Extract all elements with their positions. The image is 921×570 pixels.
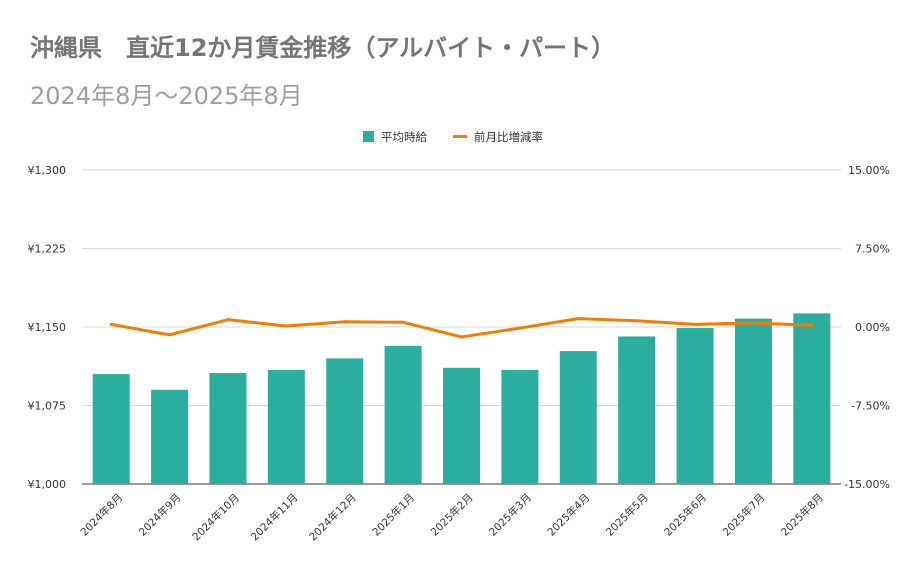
bar bbox=[734, 318, 772, 484]
line-point bbox=[693, 322, 697, 326]
line-point bbox=[518, 326, 522, 330]
legend-swatch-bar bbox=[363, 131, 374, 142]
bar bbox=[618, 336, 656, 484]
x-tick-label: 2025年6月 bbox=[661, 491, 709, 539]
line-point bbox=[343, 320, 347, 324]
x-tick-label: 2024年11月 bbox=[248, 491, 300, 543]
bar bbox=[443, 367, 480, 484]
line-point bbox=[460, 335, 463, 339]
x-tick-label: 2024年12月 bbox=[306, 491, 358, 543]
line-point bbox=[168, 333, 172, 337]
line-point bbox=[226, 318, 230, 322]
line-point bbox=[576, 317, 580, 321]
y-right-tick-label: 0.00% bbox=[855, 321, 890, 334]
chart-title: 沖縄県 直近12か月賃金推移（アルバイト・パート） bbox=[30, 34, 616, 62]
y-left-tick-label: ¥1,225 bbox=[28, 243, 67, 256]
bar bbox=[501, 369, 539, 484]
x-tick-label: 2025年8月 bbox=[778, 491, 826, 539]
x-tick-label: 2025年2月 bbox=[428, 491, 476, 539]
bar bbox=[151, 389, 189, 484]
y-right-tick-label: 7.50% bbox=[855, 243, 890, 256]
x-tick-label: 2025年7月 bbox=[720, 491, 768, 539]
x-tick-label: 2024年8月 bbox=[78, 491, 126, 539]
line-point bbox=[284, 324, 288, 328]
line-point bbox=[751, 321, 755, 325]
bar bbox=[559, 351, 597, 484]
y-left-tick-label: ¥1,075 bbox=[28, 400, 67, 413]
x-tick-label: 2025年1月 bbox=[370, 491, 418, 539]
bar bbox=[793, 313, 831, 484]
y-right-tick-label: -15.00% bbox=[844, 478, 890, 491]
y-left-tick-label: ¥1,000 bbox=[28, 478, 67, 491]
line-point bbox=[810, 323, 814, 327]
line-point bbox=[109, 322, 113, 326]
bar bbox=[384, 345, 422, 484]
x-tick-label: 2024年9月 bbox=[136, 491, 184, 539]
bar bbox=[326, 358, 364, 484]
legend-label: 前月比増減率 bbox=[474, 130, 543, 144]
line-point bbox=[635, 319, 639, 323]
x-tick-label: 2024年10月 bbox=[190, 491, 242, 543]
y-right-tick-label: -7.50% bbox=[851, 400, 890, 413]
bar bbox=[92, 374, 130, 484]
y-right-tick-label: 15.00% bbox=[848, 164, 890, 177]
legend-label: 平均時給 bbox=[381, 130, 427, 144]
y-left-tick-label: ¥1,300 bbox=[28, 164, 67, 177]
x-tick-label: 2025年4月 bbox=[545, 491, 593, 539]
bar bbox=[267, 369, 305, 484]
chart-subtitle: 2024年8月～2025年8月 bbox=[30, 82, 303, 110]
y-left-tick-label: ¥1,150 bbox=[28, 321, 67, 334]
line-point bbox=[401, 320, 405, 324]
bar bbox=[209, 373, 247, 484]
bar bbox=[676, 328, 714, 484]
x-tick-label: 2025年5月 bbox=[603, 491, 651, 539]
x-tick-label: 2025年3月 bbox=[486, 491, 534, 539]
